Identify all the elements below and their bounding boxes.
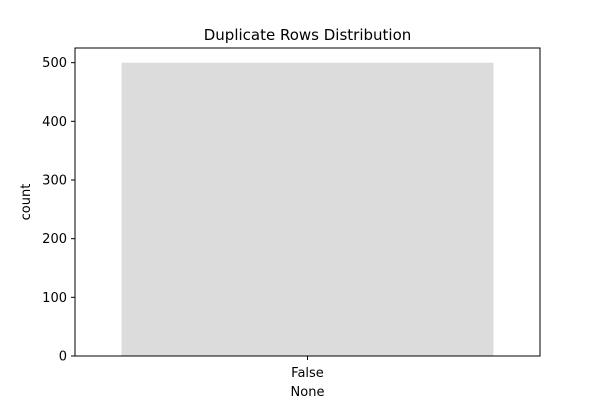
x-axis: False — [291, 356, 324, 381]
chart-title: Duplicate Rows Distribution — [204, 26, 412, 44]
bar-false — [121, 62, 494, 357]
y-axis: 0 100 200 300 400 500 — [42, 56, 75, 365]
y-tick-label: 300 — [42, 174, 67, 189]
x-axis-label: None — [291, 385, 325, 400]
y-tick-label: 200 — [42, 232, 67, 247]
y-tick-label: 0 — [59, 350, 67, 365]
y-tick-label: 100 — [42, 291, 67, 306]
y-axis-label: count — [19, 184, 34, 221]
x-tick-label: False — [291, 366, 324, 381]
y-tick-label: 500 — [42, 56, 67, 71]
y-tick-label: 400 — [42, 115, 67, 130]
plot-area: 0 100 200 300 400 500 False — [42, 47, 541, 381]
bars — [121, 62, 494, 357]
axes-frame — [74, 47, 541, 357]
